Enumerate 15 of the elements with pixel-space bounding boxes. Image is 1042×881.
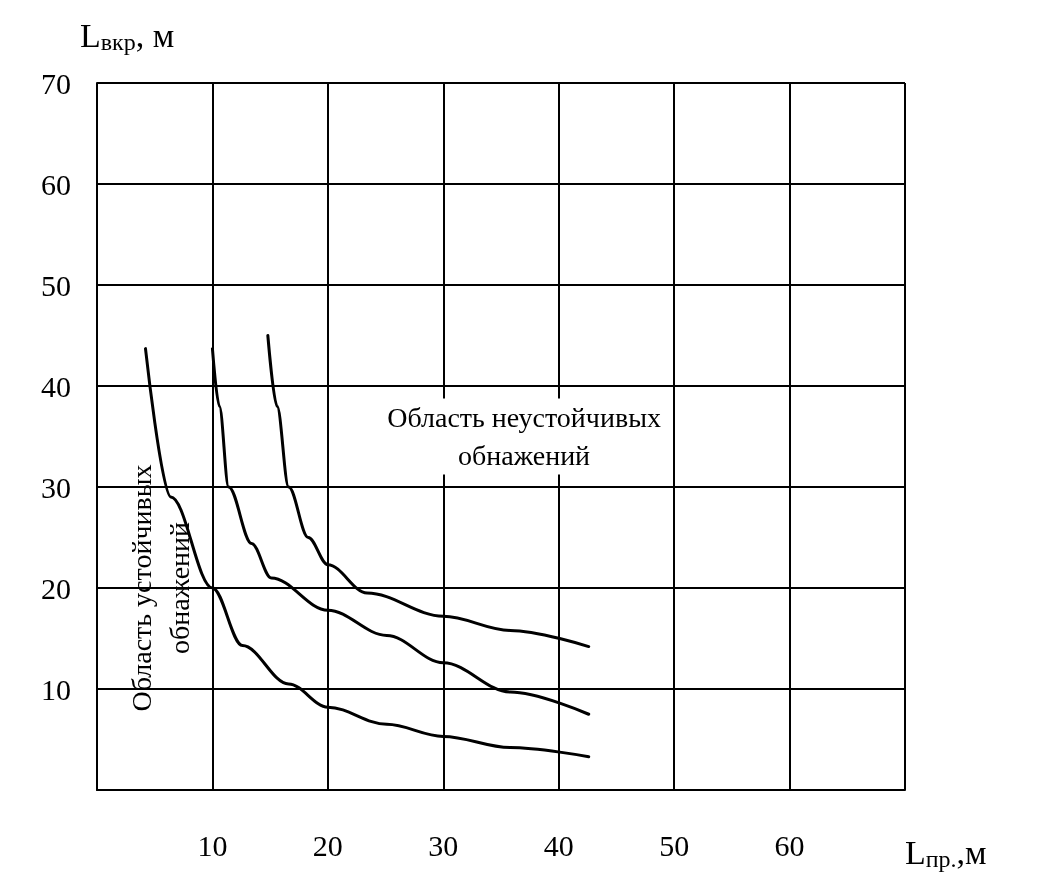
x-tick-label: 60 bbox=[774, 828, 805, 862]
x-tick-label: 30 bbox=[428, 828, 459, 862]
x-tick-label: 50 bbox=[659, 828, 690, 862]
x-tick-label: 10 bbox=[197, 828, 228, 862]
annotation: Область устойчивых обнажений bbox=[125, 464, 195, 712]
x-tick-label: 20 bbox=[312, 828, 343, 862]
y-tick-label: 10 bbox=[41, 672, 71, 706]
y-tick-label: 70 bbox=[41, 66, 71, 100]
y-tick-label: 60 bbox=[41, 167, 71, 201]
y-tick-label: 30 bbox=[41, 470, 71, 504]
y-tick-label: 20 bbox=[41, 571, 71, 605]
y-tick-label: 50 bbox=[41, 268, 71, 302]
x-tick-label: 40 bbox=[543, 828, 574, 862]
y-tick-label: 40 bbox=[41, 369, 71, 403]
annotation: Область неустойчивых обнажений bbox=[387, 402, 661, 471]
